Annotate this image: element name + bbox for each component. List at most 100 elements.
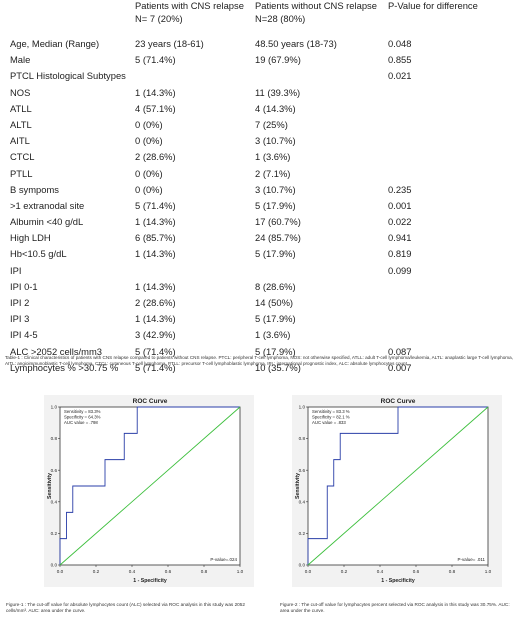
cns-relapse-value: 0 (0%): [135, 118, 163, 130]
y-tick-label: 0.0: [51, 563, 58, 568]
x-tick-label: 0.6: [413, 569, 420, 574]
table-row: Albumin <40 g/dL 1 (14.3%) 17 (60.7%) 0.022: [0, 216, 520, 232]
chart-title: ROC Curve: [133, 398, 168, 405]
x-tick-label: 0.4: [129, 569, 136, 574]
cns-relapse-value: 0 (0%): [135, 183, 163, 195]
cns-relapse-value: 4 (57.1%): [135, 102, 176, 114]
p-value: 0.819: [388, 248, 412, 260]
no-cns-relapse-value: 11 (39.3%): [255, 86, 301, 98]
cns-relapse-value: 6 (85.7%): [135, 232, 176, 244]
reference-diagonal-line: [307, 406, 489, 566]
header-cns-relapse: Patients with CNS relapse N= 7 (20%): [135, 0, 244, 24]
characteristics-table: Patients with CNS relapse N= 7 (20%) Pat…: [0, 0, 520, 373]
table-row: PTLL 0 (0%) 2 (7.1%): [0, 168, 520, 184]
table-row: IPI 4-5 3 (42.9%) 1 (3.6%): [0, 329, 520, 345]
y-tick-label: 0.8: [299, 436, 306, 441]
header-no-cns-relapse: Patients without CNS relapse N=28 (80%): [255, 0, 377, 24]
cns-relapse-value: 5 (71.4%): [135, 361, 176, 373]
p-value: 0.007: [388, 361, 412, 373]
roc-chart-2: ROC Curve 0.0 0.2 0.4 0.6 0.8 1.0 0.0 0.2 0.4 0.6 0…: [292, 395, 502, 587]
row-label: Male: [10, 54, 31, 66]
roc-annotation: Sensitivity = 83.3%: [64, 409, 101, 414]
row-label: >1 extranodal site: [10, 199, 85, 211]
figure-1: ROC Curve 0.0 0.2 0.4 0.6 0.8 1.0 0.0 0.2 0.4 0.6 0…: [44, 395, 254, 587]
x-tick-label: 1.0: [485, 569, 492, 574]
no-cns-relapse-value: 24 (85.7%): [255, 232, 301, 244]
no-cns-relapse-value: 4 (14.3%): [255, 102, 296, 114]
roc-curve-line: [307, 406, 488, 565]
roc-annotation: Specificity = 64.3%: [64, 415, 101, 420]
p-value: 0.941: [388, 232, 412, 244]
no-cns-relapse-value: 10 (35.7%): [255, 361, 301, 373]
y-tick-label: 0.6: [299, 468, 306, 473]
cns-relapse-value: 1 (14.3%): [135, 86, 176, 98]
roc-annotation: Specificity = 82.1 %: [312, 415, 350, 420]
row-label: IPI: [10, 264, 22, 276]
x-tick-label: 0.8: [201, 569, 208, 574]
y-tick-label: 0.2: [51, 531, 58, 536]
no-cns-relapse-value: 1 (3.6%): [255, 151, 291, 163]
no-cns-relapse-value: 5 (17.9%): [255, 248, 296, 260]
roc-curve-line: [59, 406, 240, 565]
p-value: 0.235: [388, 183, 412, 195]
table-row: NOS 1 (14.3%) 11 (39.3%): [0, 87, 520, 103]
table-row: Male 5 (71.4%) 19 (67.9%) 0.855: [0, 54, 520, 70]
reference-diagonal-line: [59, 406, 241, 566]
row-label: Lymphocytes % >30.75 %: [10, 361, 119, 373]
figure-1-caption: Figure-1 : The cut-off value for absolut…: [6, 602, 246, 613]
y-tick-label: 0.0: [299, 563, 306, 568]
p-value-label: P-value=.024: [210, 557, 237, 562]
cns-relapse-value: 1 (14.3%): [135, 313, 176, 325]
cns-relapse-value: 3 (42.9%): [135, 329, 176, 341]
cns-relapse-value: 0 (0%): [135, 135, 163, 147]
x-axis-label: 1 - Specificity: [133, 578, 167, 584]
y-tick-label: 1.0: [299, 405, 306, 410]
p-value: 0.021: [388, 70, 412, 82]
x-tick-label: 0.0: [57, 569, 64, 574]
cns-relapse-value: 5 (71.4%): [135, 345, 176, 357]
table-row: IPI 0.099: [0, 265, 520, 281]
cns-relapse-value: 2 (28.6%): [135, 151, 176, 163]
row-label: CTCL: [10, 151, 35, 163]
row-label: ALTL: [10, 118, 32, 130]
y-tick-label: 0.2: [299, 531, 306, 536]
row-label: ATLL: [10, 102, 32, 114]
row-label: IPI 2: [10, 297, 30, 308]
row-label: NOS: [10, 86, 31, 98]
table-row: IPI 3 1 (14.3%) 5 (17.9%): [0, 313, 520, 329]
y-axis-label: Sensitivity: [47, 473, 53, 499]
cns-relapse-value: 2 (28.6%): [135, 297, 176, 308]
table-row: ATLL 4 (57.1%) 4 (14.3%): [0, 103, 520, 119]
y-tick-label: 1.0: [51, 405, 58, 410]
table-row: >1 extranodal site 5 (71.4%) 5 (17.9%) 0.00…: [0, 200, 520, 216]
no-cns-relapse-value: 8 (28.6%): [255, 280, 296, 292]
cns-relapse-value: 5 (71.4%): [135, 54, 176, 66]
roc-annotation: AUC value = .833: [312, 420, 346, 425]
p-value: 0.001: [388, 199, 412, 211]
cns-relapse-value: 1 (14.3%): [135, 248, 176, 260]
p-value: 0.048: [388, 38, 412, 49]
y-axis-label: Sensitivity: [295, 473, 301, 499]
table-row: CTCL 2 (28.6%) 1 (3.6%): [0, 151, 520, 167]
no-cns-relapse-value: 5 (17.9%): [255, 199, 296, 211]
no-cns-relapse-value: 19 (67.9%): [255, 54, 301, 66]
roc-chart-1: ROC Curve 0.0 0.2 0.4 0.6 0.8 1.0 0.0 0.2 0.4 0.6 0…: [44, 395, 254, 587]
roc-annotation: Sensitivity = 83.3 %: [312, 409, 350, 414]
row-label: Hb<10.5 g/dL: [10, 248, 67, 260]
row-label: PTCL Histological Subtypes: [10, 70, 126, 82]
p-value-label: P-value= .011: [457, 557, 485, 562]
table-row: AITL 0 (0%) 3 (10.7%): [0, 135, 520, 151]
no-cns-relapse-value: 5 (17.9%): [255, 313, 296, 325]
p-value: 0.087: [388, 345, 412, 357]
y-tick-label: 0.8: [51, 436, 58, 441]
row-label: ALC >2052 cells/mm3: [10, 345, 102, 357]
no-cns-relapse-value: 14 (50%): [255, 297, 294, 308]
p-value: 0.855: [388, 54, 412, 66]
row-label: IPI 4-5: [10, 329, 38, 341]
p-value: 0.022: [388, 216, 412, 228]
x-tick-label: 0.6: [165, 569, 172, 574]
y-tick-label: 0.6: [51, 468, 58, 473]
row-label: Albumin <40 g/dL: [10, 216, 84, 228]
table-header: Patients with CNS relapse N= 7 (20%) Pat…: [0, 0, 520, 38]
header-p-value: P-Value for difference: [388, 0, 478, 11]
